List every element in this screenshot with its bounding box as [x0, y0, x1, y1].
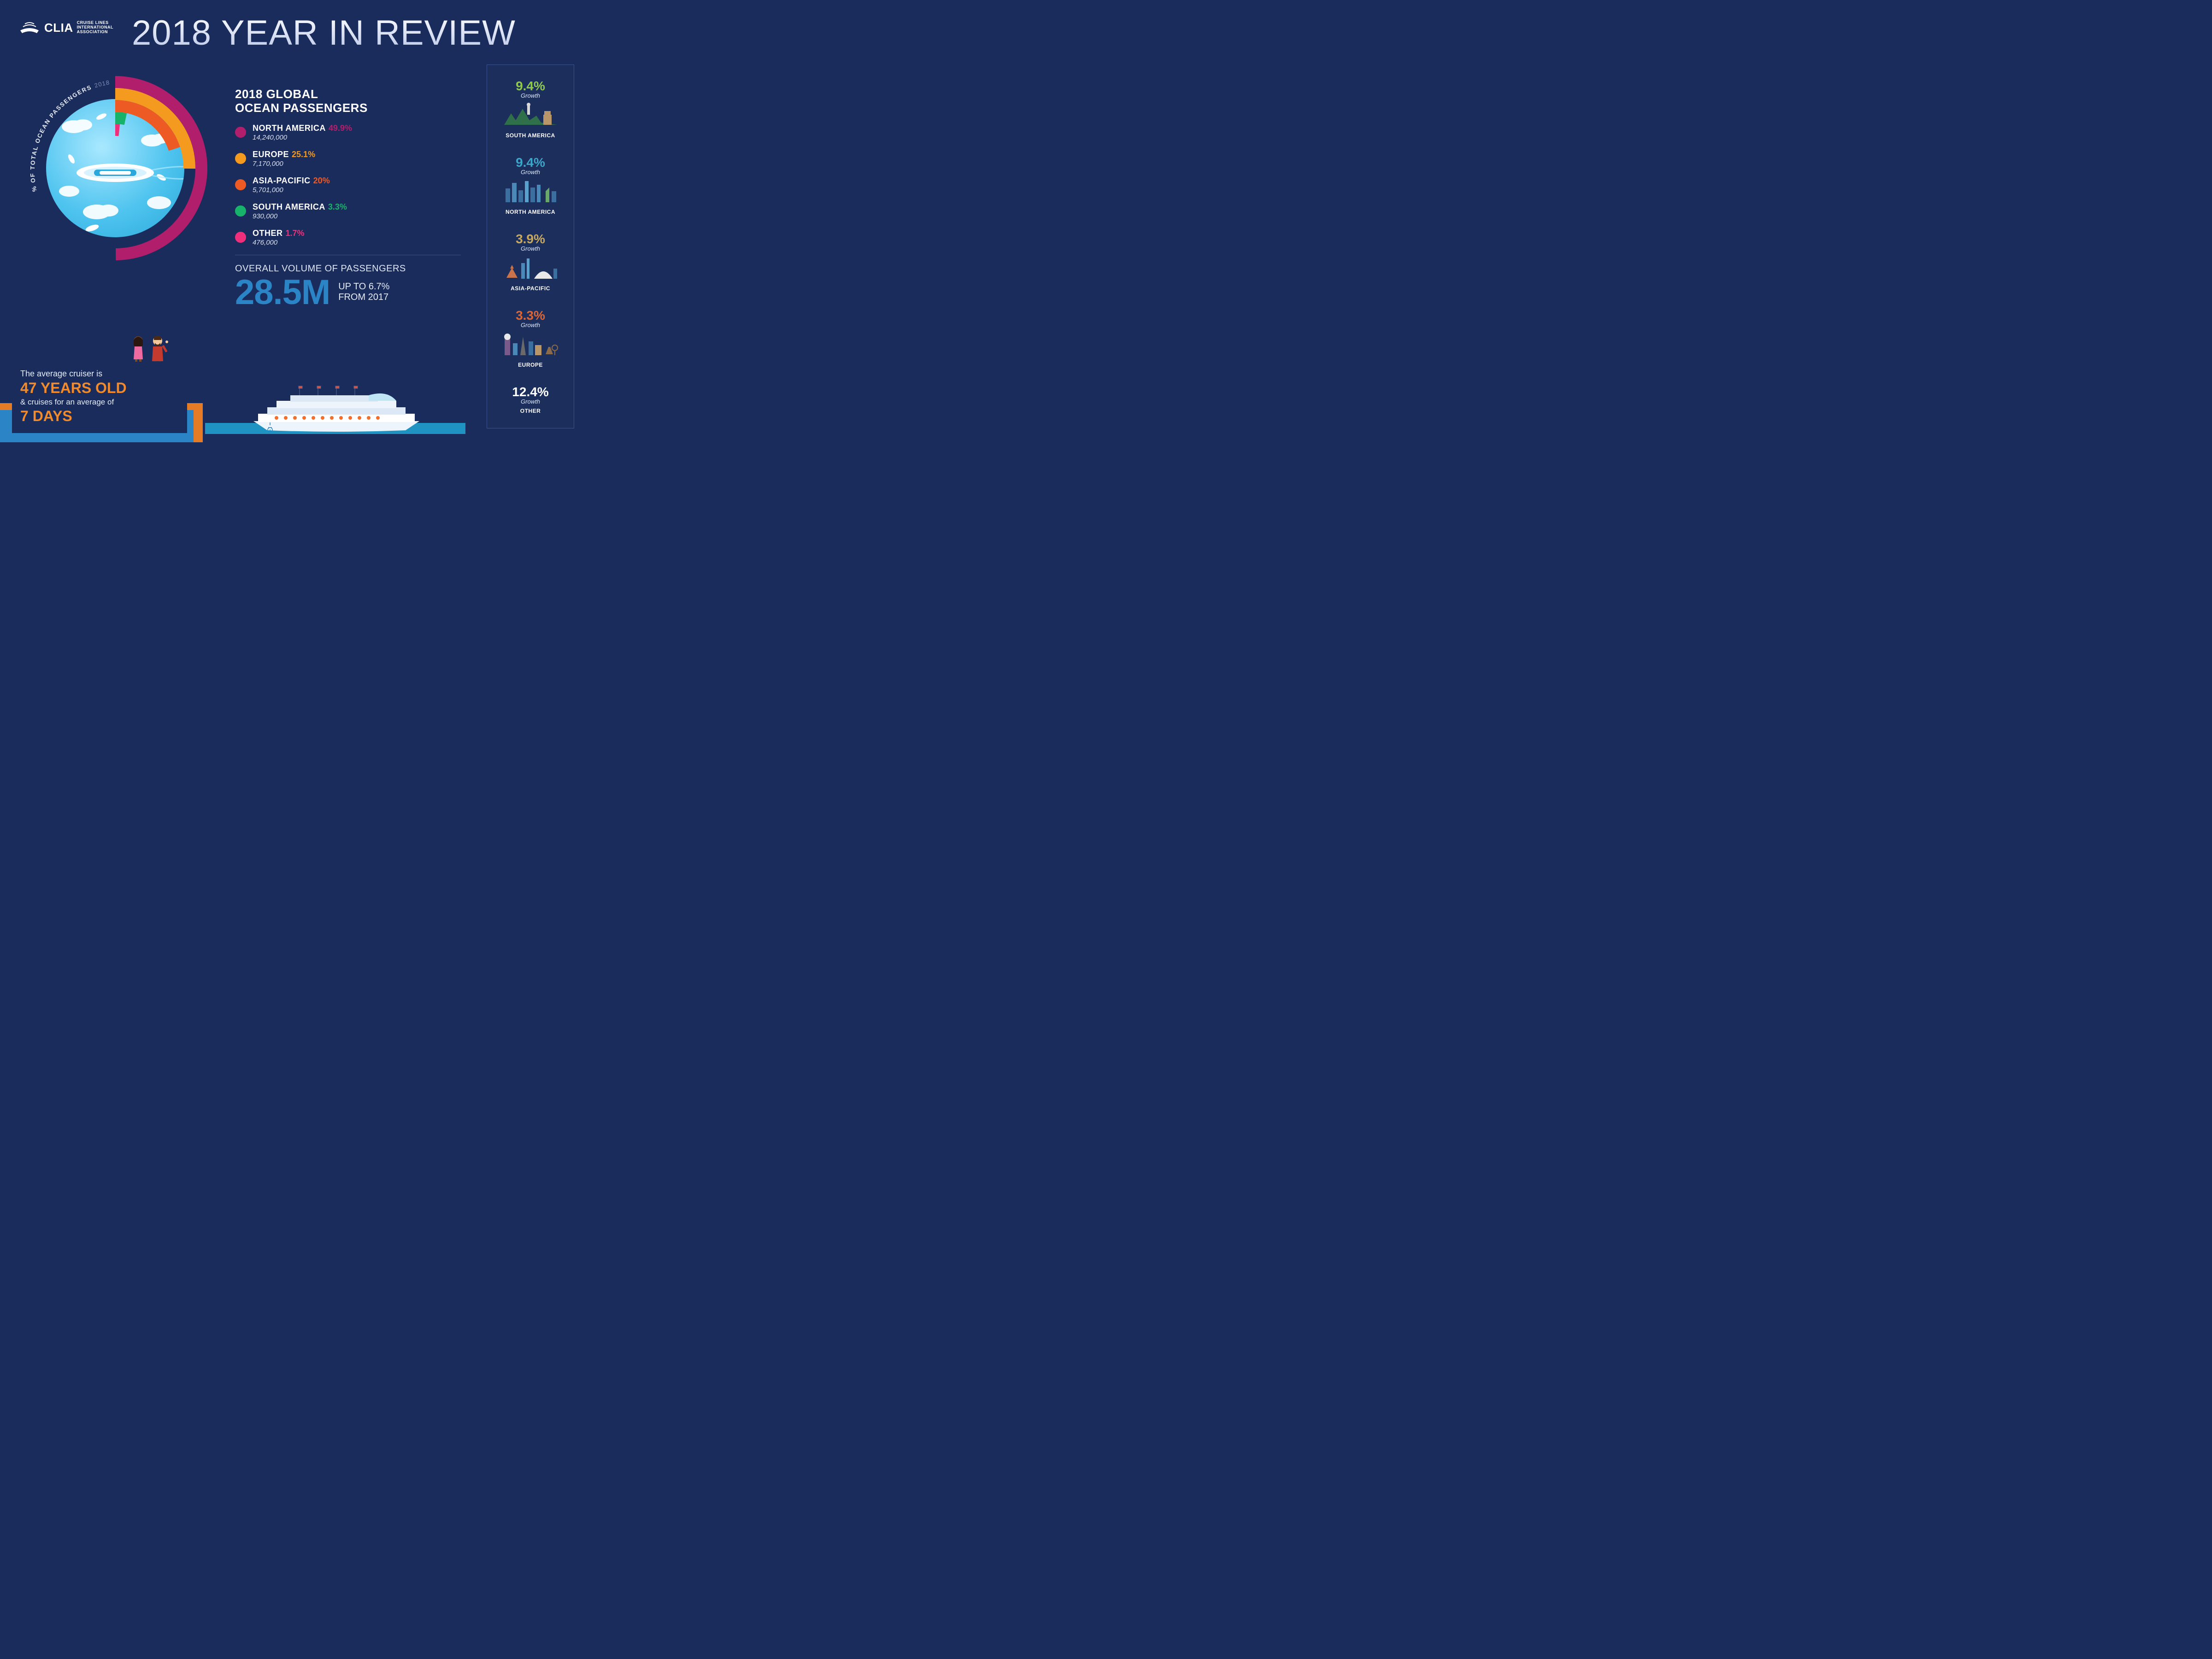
legend-value: 930,000 [253, 212, 347, 220]
growth-word: Growth [502, 169, 559, 176]
legend-pct: 49.9% [329, 123, 352, 133]
factoid-block: The average cruiser is 47 YEARS OLD & cr… [0, 350, 203, 442]
skyline-icon [502, 328, 559, 359]
legend-pct: 3.3% [328, 202, 347, 211]
legend-row: EUROPE25.1%7,170,000 [235, 150, 461, 168]
skyline-icon [502, 252, 559, 282]
overall-number: 28.5M [235, 272, 330, 312]
passenger-stats: 2018 GLOBAL OCEAN PASSENGERS NORTH AMERI… [235, 88, 461, 312]
legend-name: EUROPE [253, 150, 289, 159]
overall-row: 28.5M UP TO 6.7% FROM 2017 [235, 272, 461, 312]
growth-pct: 9.4% [502, 79, 559, 94]
growth-region: OTHER [512, 408, 548, 414]
growth-region: ASIA-PACIFIC [502, 285, 559, 292]
legend-name: SOUTH AMERICA [253, 202, 325, 211]
growth-pct: 3.9% [502, 232, 559, 246]
donut-arc [115, 124, 120, 136]
passengers-title: 2018 GLOBAL OCEAN PASSENGERS [235, 88, 461, 115]
growth-region: NORTH AMERICA [502, 209, 559, 215]
factoid-line2: & cruises for an average of [20, 398, 179, 407]
overall-sub: UP TO 6.7% FROM 2017 [338, 281, 389, 303]
growth-pct: 3.3% [502, 308, 559, 323]
passengers-legend: NORTH AMERICA49.9%14,240,000 EUROPE25.1%7… [235, 123, 461, 246]
growth-item: 9.4%Growth SOUTH AMERICA [502, 79, 559, 139]
growth-word: Growth [502, 92, 559, 99]
logo-ship-icon [18, 17, 41, 39]
growth-item: 3.9%Growth ASIA-PACIFIC [502, 232, 559, 292]
legend-swatch [235, 153, 246, 164]
legend-value: 14,240,000 [253, 134, 352, 141]
factoid-card: The average cruiser is 47 YEARS OLD & cr… [12, 362, 187, 433]
factoid-days: 7 DAYS [20, 408, 179, 425]
legend-swatch [235, 179, 246, 190]
legend-row: OTHER1.7%476,000 [235, 229, 461, 246]
legend-value: 5,701,000 [253, 186, 330, 194]
legend-row: NORTH AMERICA49.9%14,240,000 [235, 123, 461, 141]
legend-swatch [235, 205, 246, 217]
logo-acronym: CLIA [44, 21, 73, 35]
growth-region: SOUTH AMERICA [502, 132, 559, 139]
growth-word: Growth [502, 322, 559, 328]
growth-item: 9.4%Growth NORTH AMERICA [502, 155, 559, 215]
legend-pct: 25.1% [292, 150, 315, 159]
donut-chart [18, 71, 212, 265]
legend-swatch [235, 232, 246, 243]
donut-chart-area: % OF TOTAL OCEAN PASSENGERS 2018 [18, 71, 212, 265]
legend-swatch [235, 127, 246, 138]
legend-value: 476,000 [253, 239, 305, 246]
legend-value: 7,170,000 [253, 160, 315, 168]
growth-item: 3.3%Growth EUROPE [502, 308, 559, 368]
growth-region: EUROPE [502, 362, 559, 368]
header: CLIA CRUISE LINES INTERNATIONAL ASSOCIAT… [0, 0, 590, 58]
legend-pct: 1.7% [286, 229, 305, 238]
clia-logo: CLIA CRUISE LINES INTERNATIONAL ASSOCIAT… [18, 17, 113, 39]
growth-pct: 9.4% [502, 155, 559, 170]
factoid-line1: The average cruiser is [20, 369, 179, 379]
skyline-icon [502, 99, 559, 129]
legend-row: SOUTH AMERICA3.3%930,000 [235, 202, 461, 220]
cruise-ship-illustration [249, 381, 424, 432]
legend-pct: 20% [313, 176, 330, 185]
legend-name: NORTH AMERICA [253, 123, 326, 133]
growth-pct: 12.4% [512, 385, 548, 399]
legend-name: ASIA-PACIFIC [253, 176, 311, 185]
page-title: 2018 YEAR IN REVIEW [132, 13, 571, 53]
growth-item: 12.4%GrowthOTHER [512, 385, 548, 414]
skyline-icon [502, 176, 559, 206]
factoid-age: 47 YEARS OLD [20, 380, 179, 397]
growth-word: Growth [502, 245, 559, 252]
donut-arc [115, 112, 127, 125]
legend-row: ASIA-PACIFIC20%5,701,000 [235, 176, 461, 194]
growth-rail: 9.4%GrowthSOUTH AMERICA9.4%GrowthNORTH A… [487, 64, 574, 428]
legend-name: OTHER [253, 229, 283, 238]
logo-full-name: CRUISE LINES INTERNATIONAL ASSOCIATION [77, 21, 113, 35]
